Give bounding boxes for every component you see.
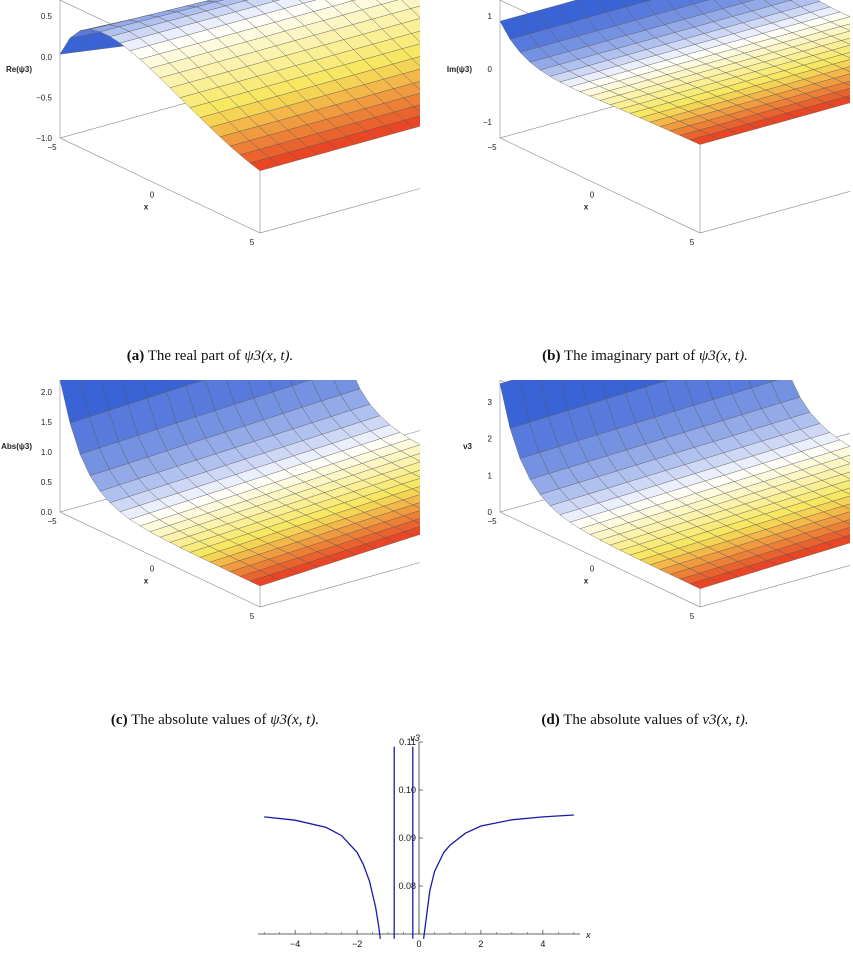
line-plot-svg: −4 −2 0 2 4 0.08 0.09 0.10 0.11 x ν3 — [258, 733, 591, 949]
z-tick-label-b: 0 — [488, 65, 493, 74]
caption-b-tag: (b) — [542, 348, 561, 364]
z-tick-label-a: 0.5 — [41, 12, 53, 21]
z-tick-label-b: 1 — [488, 12, 493, 21]
x-tick-label-a: 5 — [250, 238, 255, 247]
x-tick-label-c: 0 — [150, 565, 155, 574]
caption-c: (c) The absolute values of ψ3(x, t). — [20, 712, 410, 729]
caption-b-math: ψ3(x, t). — [698, 348, 748, 364]
caption-d-tag: (d) — [541, 712, 560, 728]
x-tick-label: 2 — [478, 939, 483, 949]
z-tick-label-c: 0.0 — [41, 508, 53, 517]
curve-segment-3 — [422, 814, 574, 939]
x-tick-label-c: −5 — [47, 517, 57, 526]
surface-plot-a: 0.50.0−0.5−1.0Re(ψ3)−505x0510t — [0, 0, 420, 345]
caption-a: (a) The real part of ψ3(x, t). — [30, 348, 390, 365]
z-tick-label-d: 1 — [488, 471, 493, 480]
x-tick-label-c: 5 — [250, 612, 255, 621]
x-tick-label-d: 0 — [590, 565, 595, 574]
caption-d-math: ν3(x, t). — [702, 712, 749, 728]
z-axis-label-b: Im(ψ3) — [447, 65, 472, 74]
caption-c-text: The absolute values of — [131, 712, 271, 728]
x-tick-label-d: −5 — [487, 517, 497, 526]
line-plot-e: −4 −2 0 2 4 0.08 0.09 0.10 0.11 x ν3 — [250, 732, 600, 952]
surface-mesh-d — [499, 380, 850, 589]
z-tick-label-d: 0 — [488, 508, 493, 517]
y-tick-label: 0.09 — [398, 833, 416, 843]
z-tick-label-d: 2 — [488, 435, 493, 444]
x-tick-label-b: 5 — [690, 238, 695, 247]
x-tick-label: −4 — [290, 939, 300, 949]
y-tick-label: 0.10 — [398, 785, 416, 795]
caption-b: (b) The imaginary part of ψ3(x, t). — [450, 348, 840, 365]
z-tick-label-c: 0.5 — [41, 478, 53, 487]
x-tick-label-b: 0 — [590, 191, 595, 200]
caption-c-tag: (c) — [110, 712, 128, 728]
y-tick-label: 0.11 — [399, 737, 416, 747]
z-axis-label-a: Re(ψ3) — [6, 65, 32, 74]
caption-d-text: The absolute values of — [563, 712, 703, 728]
surface-svg-a: 0.50.0−0.5−1.0Re(ψ3)−505x0510t — [6, 0, 420, 247]
x-tick-label-b: −5 — [487, 143, 497, 152]
x-axis-label-c: x — [144, 577, 149, 586]
x-tick-label-d: 5 — [690, 612, 695, 621]
x-axis-label-a: x — [144, 203, 149, 212]
curve-segment-0 — [264, 816, 381, 939]
x-tick-label: 0 — [416, 939, 421, 949]
z-axis-label-c: Abs(ψ3) — [1, 442, 32, 451]
surface-mesh-b — [499, 0, 850, 145]
y-axis-label: ν3 — [410, 733, 420, 743]
z-tick-label-c: 2.0 — [41, 388, 53, 397]
caption-a-tag: (a) — [126, 348, 145, 364]
x-axis-label-b: x — [584, 203, 589, 212]
x-tick-label-a: 0 — [150, 191, 155, 200]
surface-svg-b: 10−1Im(ψ3)−505x0510t — [447, 0, 850, 247]
x-axis-label-d: x — [584, 577, 589, 586]
z-tick-label-a: 0.0 — [41, 53, 53, 62]
caption-c-math: ψ3(x, t). — [270, 712, 320, 728]
z-tick-label-a: −0.5 — [36, 93, 52, 102]
surface-mesh-a — [59, 0, 420, 171]
surface-plot-b: 10−1Im(ψ3)−505x0510t — [440, 0, 850, 345]
z-tick-label-c: 1.5 — [41, 418, 53, 427]
z-tick-label-c: 1.0 — [41, 448, 53, 457]
y-tick-label: 0.08 — [398, 881, 416, 891]
z-axis-label-d: ν3 — [463, 442, 472, 451]
caption-a-math: ψ3(x, t). — [244, 348, 294, 364]
caption-b-text: The imaginary part of — [563, 348, 699, 364]
z-tick-label-b: −1 — [483, 118, 493, 127]
z-tick-label-a: −1.0 — [36, 134, 52, 143]
x-axis-label: x — [585, 930, 591, 940]
z-tick-label-d: 3 — [488, 398, 493, 407]
x-tick-label: 4 — [540, 939, 545, 949]
x-tick-label-a: −5 — [47, 143, 57, 152]
caption-d: (d) The absolute values of ν3(x, t). — [450, 712, 840, 729]
caption-a-text: The real part of — [147, 348, 245, 364]
surface-mesh-c — [59, 380, 420, 587]
x-tick-label: −2 — [352, 939, 362, 949]
